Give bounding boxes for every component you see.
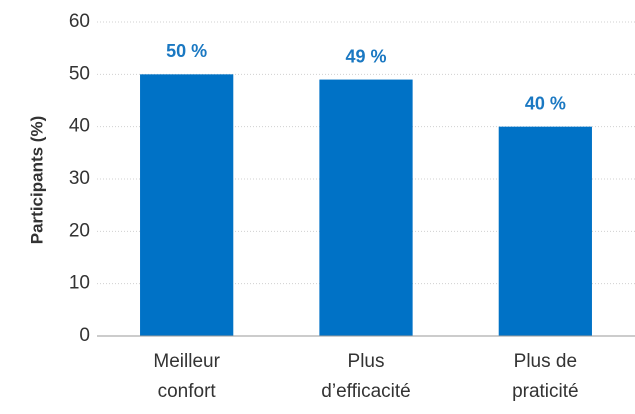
y-tick-label: 40 bbox=[69, 116, 90, 137]
x-tick-label: Meilleur confort bbox=[153, 351, 220, 402]
y-tick-label: 20 bbox=[69, 220, 90, 241]
bar bbox=[319, 79, 413, 337]
x-tick-label: Plus d’efficacité bbox=[321, 351, 410, 402]
bar bbox=[140, 74, 234, 336]
value-label: 40 % bbox=[525, 93, 566, 113]
y-axis-label: Participants (%) bbox=[27, 116, 46, 244]
value-label: 49 % bbox=[345, 46, 386, 66]
y-tick-label: 50 bbox=[69, 63, 90, 84]
y-tick-label: 10 bbox=[69, 273, 90, 294]
y-tick-label: 60 bbox=[69, 11, 90, 32]
y-tick-label: 0 bbox=[79, 325, 90, 346]
bar bbox=[498, 126, 592, 337]
value-label: 50 % bbox=[166, 41, 207, 61]
x-tick-label: Plus de praticité bbox=[512, 351, 579, 402]
y-tick-label: 30 bbox=[69, 168, 90, 189]
